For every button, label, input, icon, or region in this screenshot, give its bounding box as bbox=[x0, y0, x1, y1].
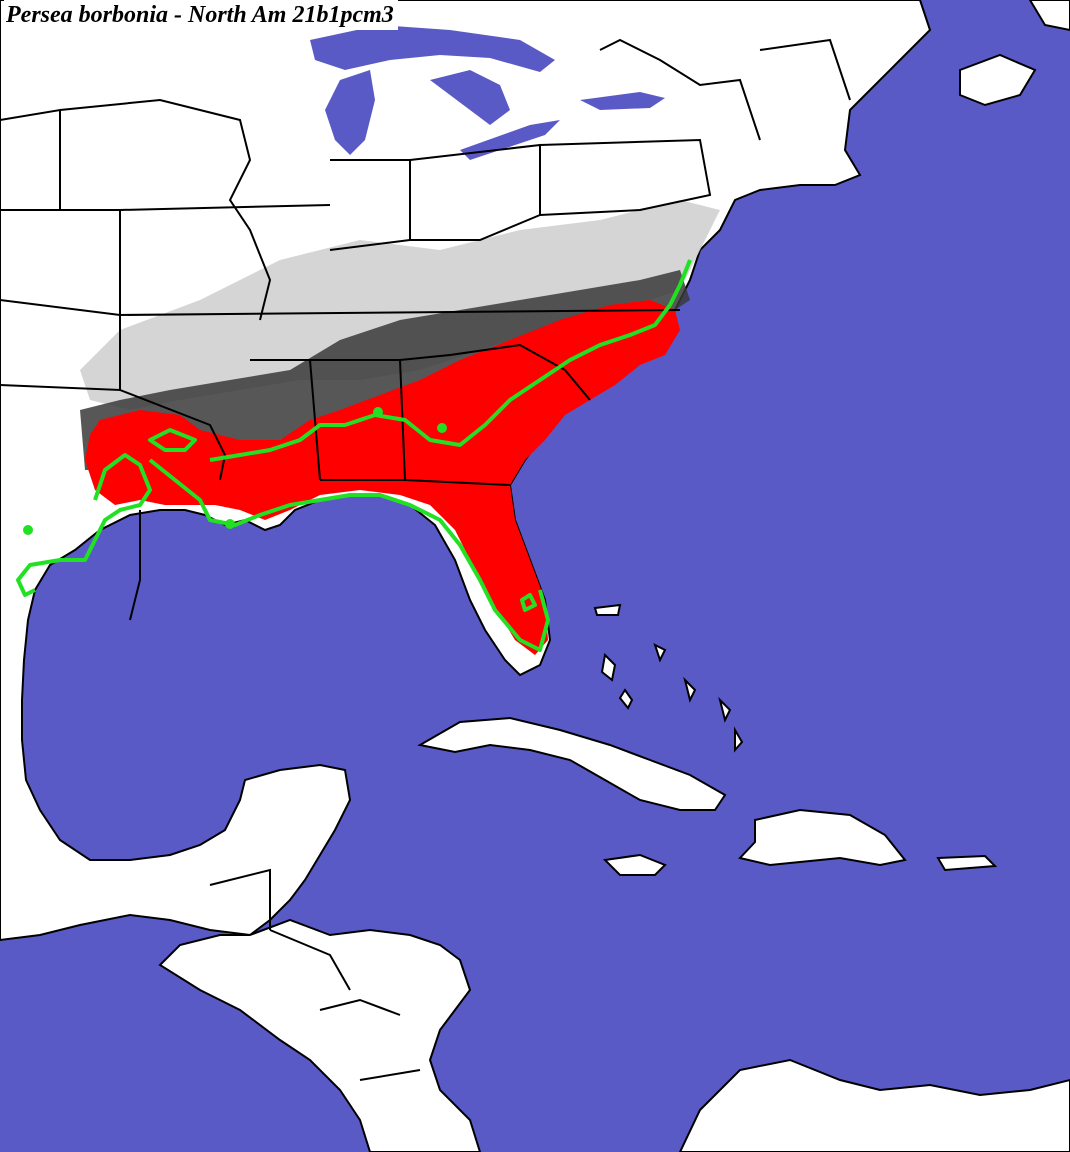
newfoundland-landmass bbox=[1028, 0, 1070, 32]
hispaniola bbox=[738, 808, 907, 867]
political-borders bbox=[0, 38, 851, 621]
bahamas bbox=[593, 603, 744, 753]
lake-superior bbox=[310, 25, 555, 72]
lake-michigan bbox=[325, 70, 375, 155]
lake-erie bbox=[460, 120, 560, 160]
medium-suitability-zone bbox=[80, 270, 690, 470]
lake-ontario bbox=[580, 92, 665, 110]
map-title: Persea borbonia - North Am 21b1pcm3 bbox=[4, 0, 398, 30]
south-america-landmass bbox=[678, 1058, 1070, 1152]
nova-scotia-landmass bbox=[959, 53, 1037, 107]
lake-huron bbox=[430, 70, 510, 125]
central-america-borders bbox=[209, 868, 421, 1081]
puerto-rico bbox=[936, 854, 998, 872]
jamaica bbox=[602, 853, 667, 876]
high-suitability-zone bbox=[85, 300, 680, 655]
species-range-outline bbox=[16, 259, 692, 652]
low-suitability-zone bbox=[80, 200, 720, 410]
central-america-landmass bbox=[158, 918, 482, 1152]
cuba bbox=[417, 716, 727, 811]
